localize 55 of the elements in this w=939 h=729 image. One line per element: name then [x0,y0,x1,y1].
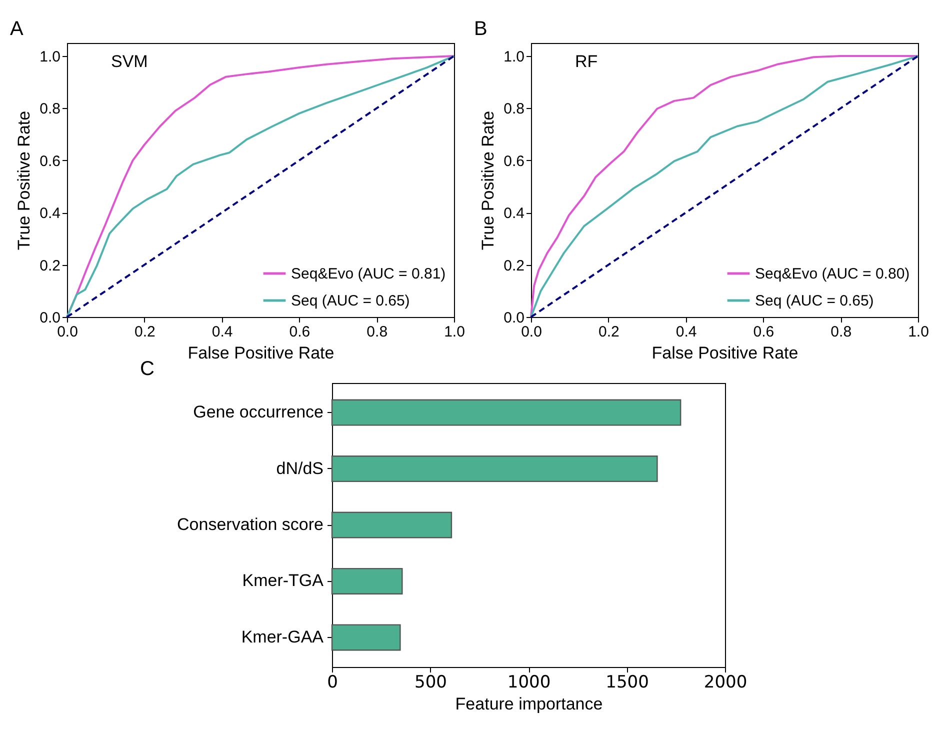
bar [331,568,403,594]
y-axis-title: True Positive Rate [478,110,498,250]
y-tick-label: 0.2 [504,257,524,274]
y-tick-label: Gene occurrence [193,402,324,422]
x-tick-label: 0.8 [366,324,388,340]
y-tick-label: Conservation score [177,515,324,534]
x-tick-label: 1.0 [908,324,929,340]
y-tick-label: Kmer-TGA [242,571,324,590]
bar [331,399,682,426]
x-tick-label: 0.2 [598,324,620,340]
x-tick-label: 1.0 [444,324,465,340]
x-tick-label: 1000 [507,672,551,692]
y-tick-label: 0.2 [40,257,60,274]
chart-title: A [10,18,24,40]
y-tick-label: 0.6 [40,152,60,170]
y-tick-label: Kmer-GAA [241,627,324,646]
x-tick-label: 2000 [704,672,748,692]
x-axis-title: False Positive Rate [652,344,798,362]
y-tick-label: 1.0 [40,48,60,66]
y-tick-label: 0.8 [40,100,60,118]
annotation: RF [575,52,598,71]
legend-label: Seq (AUC = 0.65) [291,292,410,310]
x-tick-label: 0.2 [134,324,156,340]
legend-label: Seq (AUC = 0.65) [755,292,874,310]
chart-title: B [474,18,488,40]
x-tick-label: 0 [327,672,338,692]
line-series [530,55,919,318]
y-axis-title: True Positive Rate [14,110,34,250]
line-series [66,55,455,318]
bar [331,456,658,482]
x-tick-label: 1500 [606,672,649,692]
y-tick-label: dN/dS [276,458,324,478]
legend-label: Seq&Evo (AUC = 0.80) [755,266,910,282]
x-tick-label: 0.4 [212,324,233,340]
y-tick-label: 0.0 [504,310,524,326]
y-tick-label: 0.8 [504,100,524,118]
bar [331,512,452,538]
legend-label: Seq&Evo (AUC = 0.81) [291,266,446,282]
x-tick-label: 0.4 [676,324,697,340]
text: C [140,358,154,380]
x-tick-label: 0.8 [830,324,852,340]
bar [331,624,401,651]
annotation: SVM [111,52,148,71]
x-tick-label: 0.6 [753,324,774,340]
x-tick-label: 0.6 [289,324,310,340]
x-tick-label: 500 [414,672,447,692]
y-tick-label: 1.0 [504,48,524,66]
y-tick-label: 0.0 [40,310,60,326]
x-tick-label: 0.0 [57,324,78,340]
y-tick-label: 0.6 [504,152,524,170]
x-axis-title: Feature importance [455,694,603,714]
y-tick-label: 0.4 [40,205,60,222]
y-tick-label: 0.4 [504,205,524,222]
x-axis-title: False Positive Rate [188,344,334,362]
x-tick-label: 0.0 [521,324,542,340]
